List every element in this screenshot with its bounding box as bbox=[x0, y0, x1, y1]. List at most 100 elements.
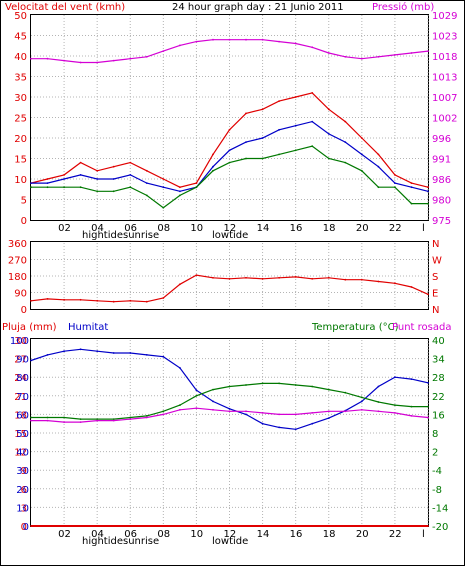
series-dir_speed-point-20 bbox=[360, 169, 363, 172]
x-tick-label-0-6: 14 bbox=[257, 223, 270, 234]
series-temperature-point-22 bbox=[394, 404, 396, 406]
series-gust-point-24 bbox=[427, 186, 429, 189]
temperature-ytick-8: 28 bbox=[432, 373, 445, 384]
series-dew_point-point-1 bbox=[46, 419, 49, 422]
tide-label-lowtide-1: lowtide bbox=[212, 230, 248, 241]
series-rain-point-5 bbox=[112, 525, 115, 527]
humidity-ytick-3: 30 bbox=[16, 466, 29, 477]
series-humidity-point-3 bbox=[79, 348, 82, 351]
series-dew_point-point-16 bbox=[294, 413, 297, 416]
series-speed-point-13 bbox=[245, 141, 247, 144]
series-humidity-point-20 bbox=[360, 400, 363, 403]
temperature-ytick-7: 22 bbox=[432, 392, 445, 403]
series-temperature-point-7 bbox=[145, 415, 148, 417]
series-speed-point-9 bbox=[179, 190, 181, 193]
series-dew_point-point-20 bbox=[360, 408, 363, 411]
series-pressure-point-14 bbox=[261, 38, 264, 41]
series-humidity-point-5 bbox=[112, 352, 115, 354]
series-pressure-point-18 bbox=[327, 52, 330, 54]
humidity-ytick-9: 90 bbox=[16, 355, 29, 366]
series-pressure-point-12 bbox=[228, 38, 231, 41]
series-speed-point-2 bbox=[63, 178, 65, 180]
direction-ytick-0: 0 bbox=[21, 305, 27, 316]
series-humidity-point-11 bbox=[212, 400, 214, 403]
series-humidity-point-14 bbox=[261, 422, 264, 425]
humidity-ytick-6: 60 bbox=[16, 410, 29, 421]
series-pressure-point-17 bbox=[311, 46, 314, 49]
series-speed-point-6 bbox=[129, 174, 132, 176]
series-humidity-point-21 bbox=[377, 385, 380, 388]
series-speed-point-21 bbox=[377, 165, 380, 168]
wind-ytick-1: 5 bbox=[21, 196, 27, 207]
series-humidity-point-13 bbox=[245, 413, 247, 416]
x-tick-label-0-1: 04 bbox=[91, 223, 104, 234]
series-dir_speed-point-9 bbox=[179, 194, 181, 197]
series-rain-point-11 bbox=[212, 525, 214, 527]
humidity-ytick-10: 100 bbox=[10, 336, 29, 347]
series-gust-line bbox=[30, 92, 429, 188]
sunrise-label-2: sunrise bbox=[123, 536, 159, 547]
series-speed-point-4 bbox=[96, 178, 99, 180]
humidity-ytick-0: 0 bbox=[23, 522, 29, 533]
pressure-ytick-5: 1002 bbox=[432, 114, 457, 125]
series-dew_point-point-2 bbox=[63, 421, 65, 423]
series-speed-point-1 bbox=[46, 182, 49, 185]
rain-ytick-8: 24 bbox=[14, 373, 27, 384]
series-direction-point-5 bbox=[112, 300, 115, 303]
series-dew_point-point-18 bbox=[327, 410, 330, 413]
series-humidity-point-17 bbox=[311, 422, 314, 425]
rain-ytick-5: 15 bbox=[14, 429, 27, 440]
series-humidity-point-23 bbox=[410, 378, 413, 380]
series-dir_speed-point-13 bbox=[245, 157, 247, 160]
x-tick-label-0-0: 02 bbox=[58, 223, 71, 234]
series-direction-point-15 bbox=[278, 276, 280, 279]
wind-ytick-10: 50 bbox=[14, 11, 27, 22]
sunrise-label-1: sunrise bbox=[123, 230, 159, 241]
series-speed-point-24 bbox=[427, 190, 429, 193]
series-gust-point-18 bbox=[327, 108, 330, 111]
tide-label-hightide-1: hightide bbox=[82, 230, 123, 241]
series-direction-point-16 bbox=[294, 276, 297, 278]
series-speed-point-11 bbox=[212, 165, 214, 168]
series-dir_speed-point-1 bbox=[46, 186, 49, 189]
series-dir_speed-point-16 bbox=[294, 149, 297, 152]
rain-ytick-0: 0 bbox=[21, 522, 27, 533]
compass-ytick-4: N bbox=[432, 239, 439, 250]
rain-ytick-4: 12 bbox=[14, 448, 27, 459]
tide-label-lowtide-2: lowtide bbox=[212, 536, 248, 547]
series-dew_point-point-6 bbox=[129, 418, 132, 420]
panel-direction-frame bbox=[30, 241, 429, 310]
series-pressure-point-8 bbox=[162, 50, 165, 52]
series-temperature-point-17 bbox=[311, 385, 314, 388]
series-pressure-point-10 bbox=[195, 40, 198, 43]
series-gust-point-6 bbox=[129, 161, 132, 164]
series-pressure-point-19 bbox=[344, 55, 347, 58]
series-dew_point-point-13 bbox=[245, 410, 247, 413]
series-gust-point-13 bbox=[245, 112, 247, 115]
series-gust-point-5 bbox=[112, 165, 115, 168]
series-direction-point-10 bbox=[195, 274, 198, 276]
series-dir_speed-point-23 bbox=[410, 202, 413, 205]
wind-ytick-9: 45 bbox=[14, 32, 27, 43]
series-rain-point-18 bbox=[327, 525, 330, 527]
series-humidity-point-12 bbox=[228, 407, 231, 410]
series-direction-point-3 bbox=[79, 298, 82, 301]
series-temperature-point-12 bbox=[228, 385, 231, 388]
series-temperature-point-15 bbox=[278, 382, 280, 385]
pressure-ytick-10: 1029 bbox=[432, 11, 457, 22]
series-rain-point-16 bbox=[294, 525, 297, 527]
x-tick-label-1-1: 04 bbox=[91, 529, 104, 540]
series-dew_point-point-14 bbox=[261, 412, 264, 414]
series-humidity-point-16 bbox=[294, 428, 297, 431]
series-dir_speed-point-8 bbox=[162, 206, 165, 209]
series-temperature-point-5 bbox=[112, 418, 115, 420]
series-dir_speed-point-19 bbox=[344, 161, 347, 164]
series-speed-point-17 bbox=[311, 120, 314, 123]
series-humidity-point-2 bbox=[63, 350, 65, 353]
direction-ytick-2: 180 bbox=[8, 272, 27, 283]
series-speed-point-20 bbox=[360, 153, 363, 156]
series-temperature-point-14 bbox=[261, 382, 264, 385]
series-gust-point-22 bbox=[394, 174, 396, 176]
chart-title: 24 hour graph day : 21 Junio 2011 bbox=[172, 2, 344, 13]
series-direction-point-12 bbox=[228, 277, 231, 280]
